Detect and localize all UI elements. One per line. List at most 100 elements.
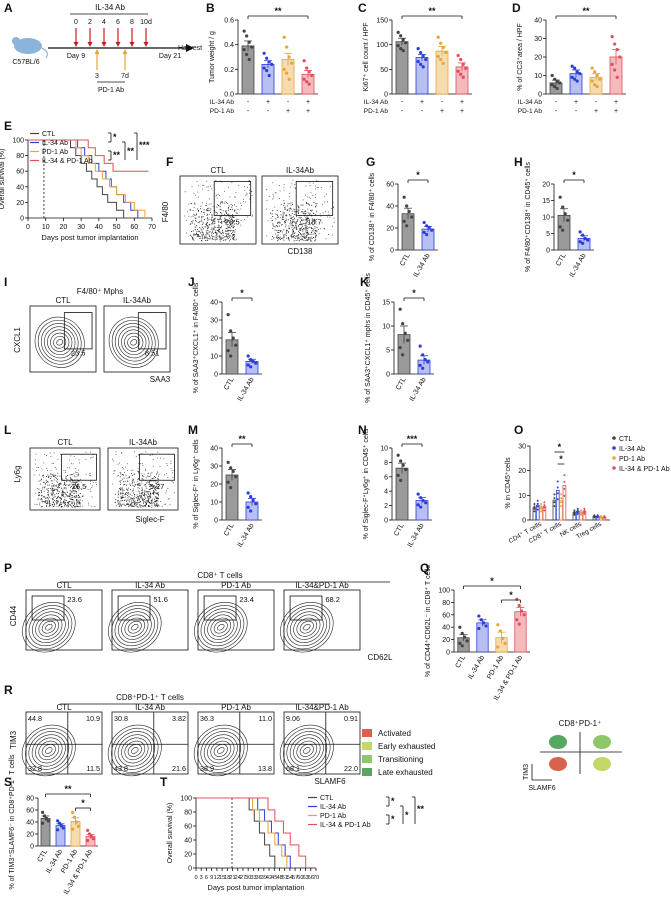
- event-dot: [315, 219, 317, 221]
- contour: [131, 747, 139, 754]
- event-dot: [302, 238, 303, 240]
- data-point: [416, 47, 420, 51]
- gate: [289, 595, 323, 621]
- event-dot: [137, 502, 139, 504]
- event-dot: [141, 493, 143, 495]
- event-dot: [280, 211, 282, 212]
- event-dot: [38, 493, 39, 495]
- data-point: [543, 509, 546, 512]
- data-point: [424, 501, 428, 505]
- data-point: [246, 491, 250, 495]
- contour: [121, 614, 149, 640]
- event-dot: [292, 224, 293, 226]
- treatment-sign: -: [555, 99, 558, 106]
- event-dot: [268, 196, 270, 197]
- data-point: [477, 614, 481, 618]
- contour: [117, 734, 152, 767]
- event-dot: [227, 227, 229, 229]
- event-dot: [303, 239, 305, 241]
- event-dot: [72, 499, 74, 500]
- y-tick-label: 40: [386, 204, 394, 211]
- event-dot: [154, 486, 156, 488]
- contour: [286, 608, 327, 647]
- flow-r-header: CD8⁺PD-1⁺ T cells: [116, 693, 184, 702]
- x-tick-label: 18: [224, 875, 230, 881]
- event-dot: [150, 496, 152, 498]
- event-dot: [306, 219, 308, 221]
- data-point: [226, 349, 230, 353]
- bar: [241, 45, 255, 95]
- event-dot: [333, 207, 334, 209]
- data-point: [460, 644, 464, 648]
- event-dot: [216, 197, 218, 199]
- event-dot: [45, 455, 47, 456]
- event-dot: [77, 474, 79, 476]
- y-tick-label: 2: [384, 503, 388, 510]
- data-point: [416, 492, 420, 496]
- event-dot: [227, 230, 229, 232]
- event-dot: [295, 226, 297, 228]
- category-label: IL-34 Ab: [237, 522, 256, 548]
- y-tick-label: 80: [442, 600, 450, 607]
- gate-percentage: 23.6: [67, 595, 82, 604]
- data-point: [563, 494, 566, 497]
- data-point: [234, 475, 238, 479]
- event-dot: [191, 203, 193, 204]
- event-dot: [302, 223, 304, 225]
- event-dot: [282, 217, 284, 219]
- data-point: [247, 40, 251, 44]
- event-dot: [222, 232, 224, 234]
- event-dot: [121, 504, 123, 506]
- y-tick-label: 30: [534, 36, 542, 43]
- event-dot: [232, 227, 234, 229]
- event-dot: [76, 487, 78, 489]
- event-dot: [198, 231, 200, 232]
- event-dot: [202, 212, 204, 213]
- y-tick-label: 0: [546, 248, 550, 255]
- event-dot: [213, 232, 215, 234]
- event-dot: [134, 504, 136, 506]
- event-dot: [326, 216, 328, 218]
- event-dot: [219, 206, 221, 208]
- event-dot: [142, 498, 144, 500]
- y-tick-label: 40: [210, 446, 218, 453]
- event-dot: [217, 193, 219, 195]
- event-dot: [74, 505, 76, 507]
- event-dot: [285, 226, 287, 228]
- data-point: [419, 505, 423, 509]
- event-dot: [73, 482, 75, 483]
- event-dot: [153, 477, 155, 479]
- event-dot: [71, 503, 73, 505]
- event-dot: [57, 475, 59, 477]
- event-dot: [117, 492, 119, 494]
- event-dot: [71, 506, 73, 508]
- data-point: [550, 83, 554, 87]
- event-dot: [145, 487, 147, 489]
- event-dot: [60, 500, 62, 502]
- event-dot: [221, 212, 223, 214]
- flow-r-plot: [21, 711, 103, 777]
- event-dot: [232, 216, 234, 218]
- event-dot: [73, 485, 75, 487]
- significance-label: *: [559, 454, 563, 464]
- event-dot: [212, 228, 214, 229]
- event-dot: [277, 230, 279, 231]
- event-dot: [211, 188, 213, 190]
- event-dot: [128, 503, 130, 505]
- event-dot: [134, 485, 136, 487]
- event-dot: [61, 478, 63, 480]
- event-dot: [295, 187, 296, 189]
- event-dot: [158, 483, 160, 485]
- event-dot: [119, 480, 121, 482]
- event-dot: [47, 474, 49, 476]
- event-dot: [209, 236, 211, 238]
- data-point: [265, 68, 269, 73]
- event-dot: [302, 199, 304, 201]
- gate: [63, 312, 93, 350]
- event-dot: [277, 231, 278, 233]
- event-dot: [127, 504, 129, 506]
- significance-label: *: [558, 442, 562, 452]
- data-point: [560, 501, 563, 504]
